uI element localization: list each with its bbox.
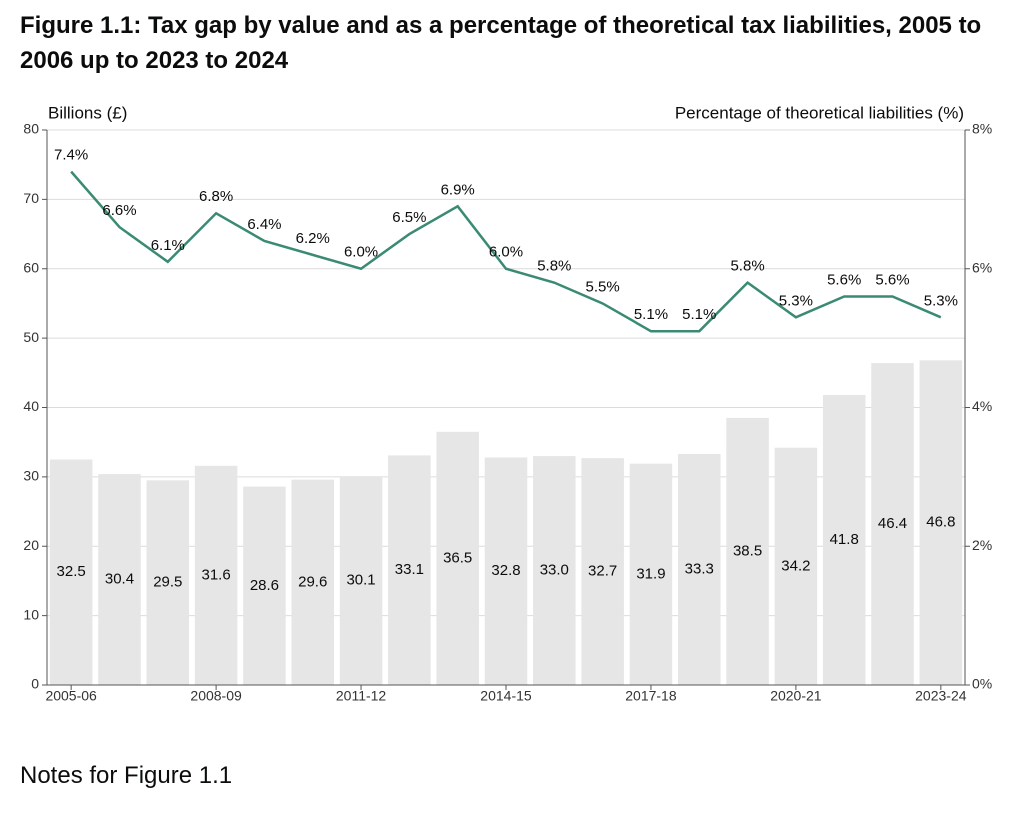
bar-value-label: 46.4 <box>878 515 907 532</box>
line-value-label: 6.8% <box>199 188 233 205</box>
line-value-label: 6.5% <box>392 209 426 226</box>
bar-value-label: 33.0 <box>540 562 569 579</box>
bar <box>678 453 721 685</box>
y2-tick-label: 0% <box>972 676 992 692</box>
bar <box>388 455 431 685</box>
bar-value-label: 36.5 <box>443 549 472 566</box>
y-tick-label: 20 <box>23 537 39 553</box>
y2-axis-label: Percentage of theoretical liabilities (%… <box>675 103 964 122</box>
line-value-label: 6.9% <box>441 181 475 198</box>
line-value-label: 6.1% <box>151 237 185 254</box>
bar-value-label: 32.7 <box>588 563 617 580</box>
y-tick-label: 60 <box>23 259 39 275</box>
bar <box>339 476 383 685</box>
line-value-label: 7.4% <box>54 147 88 164</box>
line-value-label: 5.3% <box>779 292 813 309</box>
line-value-label: 5.3% <box>924 292 958 309</box>
bar-value-label: 28.6 <box>250 577 279 594</box>
x-tick-label: 2011-12 <box>336 688 387 704</box>
chart-title: Figure 1.1: Tax gap by value and as a pe… <box>20 12 982 74</box>
chart: Billions (£) Percentage of theoretical l… <box>23 103 992 704</box>
bar <box>98 474 141 685</box>
line-value-label: 6.0% <box>344 244 378 261</box>
line <box>70 170 942 333</box>
bar-value-label: 32.8 <box>491 562 520 579</box>
y-tick-label: 0 <box>31 676 39 692</box>
x-tick-label: 2017-18 <box>625 688 677 704</box>
y-tick-label: 40 <box>23 398 39 414</box>
y2-tick-label: 4% <box>972 398 992 414</box>
y2-tick-label: 6% <box>972 259 992 275</box>
bar <box>871 363 914 685</box>
bar-value-label: 29.6 <box>298 573 327 590</box>
bar-value-label: 33.3 <box>685 560 714 577</box>
bar <box>243 486 286 685</box>
bar-value-label: 41.8 <box>830 531 859 548</box>
bar-value-label: 30.4 <box>105 571 134 588</box>
line-value-label: 5.1% <box>682 306 716 323</box>
bar-value-label: 46.8 <box>926 514 955 531</box>
bar-value-label: 30.1 <box>346 572 375 589</box>
bar-value-label: 33.1 <box>395 561 424 578</box>
bar <box>484 457 528 685</box>
bar <box>919 360 963 685</box>
x-tick-label: 2014-15 <box>480 688 532 704</box>
bar-value-label: 31.6 <box>202 566 231 583</box>
line-value-label: 6.2% <box>296 230 330 247</box>
bar-value-label: 31.9 <box>636 565 665 582</box>
y-tick-label: 50 <box>23 329 39 345</box>
line-value-label: 6.0% <box>489 244 523 261</box>
bar <box>436 431 479 685</box>
x-tick-label: 2005-06 <box>45 688 97 704</box>
bar <box>629 463 673 685</box>
line-value-label: 5.8% <box>730 258 764 275</box>
bar <box>822 395 866 685</box>
y2-tick-label: 8% <box>972 121 992 137</box>
y-axis-label: Billions (£) <box>48 103 127 122</box>
bar <box>146 480 190 685</box>
bar <box>49 459 93 685</box>
y-tick-label: 30 <box>23 468 39 484</box>
y2-tick-label: 2% <box>972 537 992 553</box>
line-value-label: 6.4% <box>247 216 281 233</box>
x-tick-label: 2008-09 <box>190 688 242 704</box>
y-tick-label: 80 <box>23 121 39 137</box>
bar-value-label: 38.5 <box>733 542 762 559</box>
x-tick-label: 2023-24 <box>915 688 967 704</box>
bar <box>774 447 818 685</box>
bar <box>533 456 576 685</box>
line-value-label: 5.1% <box>634 306 668 323</box>
bar <box>726 417 769 685</box>
bar-value-label: 29.5 <box>153 574 182 591</box>
bar-value-label: 34.2 <box>781 557 810 574</box>
bar <box>291 479 334 685</box>
line-value-label: 6.6% <box>102 202 136 219</box>
bar <box>194 465 238 685</box>
y-tick-label: 10 <box>23 606 39 622</box>
bar <box>581 458 624 685</box>
y-tick-label: 70 <box>23 190 39 206</box>
bar-value-label: 32.5 <box>57 563 86 580</box>
x-tick-label: 2020-21 <box>770 688 822 704</box>
line-value-label: 5.8% <box>537 258 571 275</box>
line-value-label: 5.5% <box>586 278 620 295</box>
line-value-label: 5.6% <box>827 271 861 288</box>
line-value-label: 5.6% <box>875 271 909 288</box>
notes-heading[interactable]: Notes for Figure 1.1 <box>20 762 233 789</box>
